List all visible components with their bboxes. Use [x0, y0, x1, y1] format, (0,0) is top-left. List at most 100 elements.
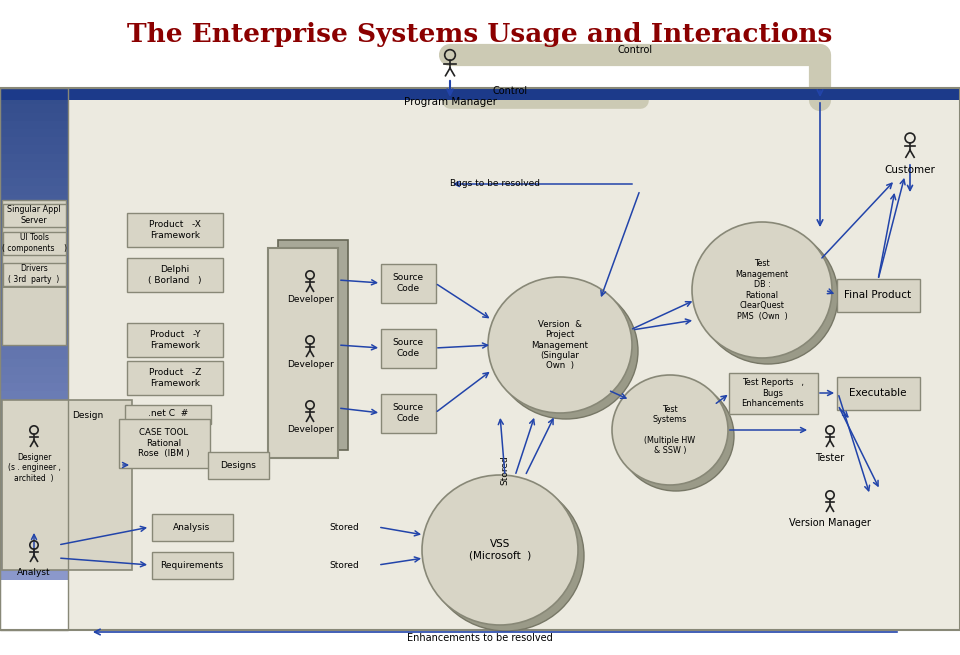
- Text: Developer: Developer: [287, 360, 333, 369]
- Text: Requirements: Requirements: [160, 561, 224, 569]
- Text: Enhancements to be resolved: Enhancements to be resolved: [407, 633, 553, 643]
- Bar: [0, 555, 68, 563]
- Text: Delphi
( Borland   ): Delphi ( Borland ): [148, 265, 202, 285]
- Bar: [0, 88, 960, 630]
- Bar: [0, 400, 68, 408]
- Bar: [0, 572, 68, 580]
- Bar: [0, 481, 68, 490]
- Bar: [0, 269, 68, 276]
- Text: Version  &
Project
Management
(Singular
Own  ): Version & Project Management (Singular O…: [532, 320, 588, 370]
- Ellipse shape: [422, 475, 578, 625]
- Text: Version Manager: Version Manager: [789, 518, 871, 528]
- Bar: [0, 252, 68, 260]
- Bar: [0, 416, 68, 424]
- Bar: [0, 219, 68, 227]
- Bar: [0, 523, 68, 531]
- Bar: [0, 154, 68, 162]
- Text: Developer: Developer: [287, 295, 333, 304]
- Text: Designer
(s . engineer ,
archited  ): Designer (s . engineer , archited ): [8, 453, 60, 483]
- Ellipse shape: [698, 228, 838, 364]
- Bar: [0, 563, 68, 572]
- Bar: [0, 88, 68, 630]
- FancyBboxPatch shape: [3, 231, 65, 255]
- Bar: [0, 474, 68, 481]
- Bar: [0, 383, 68, 392]
- Bar: [0, 285, 68, 293]
- Bar: [0, 350, 68, 358]
- FancyBboxPatch shape: [380, 329, 436, 367]
- Bar: [0, 96, 68, 104]
- Text: UI Tools
( components    ): UI Tools ( components ): [2, 233, 66, 253]
- Bar: [0, 334, 68, 342]
- FancyBboxPatch shape: [127, 258, 223, 292]
- Text: Tester: Tester: [815, 453, 845, 463]
- FancyBboxPatch shape: [268, 248, 338, 458]
- Ellipse shape: [692, 222, 832, 358]
- Text: Final Product: Final Product: [845, 290, 912, 300]
- Bar: [0, 88, 960, 100]
- Bar: [0, 408, 68, 416]
- Bar: [0, 506, 68, 514]
- Text: Singular Appl
Server: Singular Appl Server: [7, 205, 60, 225]
- FancyBboxPatch shape: [380, 263, 436, 303]
- Bar: [0, 547, 68, 555]
- Bar: [0, 318, 68, 326]
- Text: Drivers
( 3rd  party  ): Drivers ( 3rd party ): [9, 265, 60, 284]
- Text: Test
Management
DB :
Rational
ClearQuest
PMS  (Own  ): Test Management DB : Rational ClearQuest…: [735, 259, 788, 320]
- FancyBboxPatch shape: [127, 323, 223, 357]
- Bar: [0, 309, 68, 318]
- Ellipse shape: [428, 481, 584, 631]
- Bar: [0, 326, 68, 334]
- Bar: [0, 260, 68, 269]
- FancyBboxPatch shape: [729, 373, 818, 413]
- Text: CASE TOOL
Rational
Rose  (IBM ): CASE TOOL Rational Rose (IBM ): [138, 428, 190, 458]
- Bar: [0, 498, 68, 506]
- Bar: [0, 236, 68, 244]
- Bar: [0, 457, 68, 465]
- Bar: [0, 129, 68, 137]
- Text: Product   -X
Framework: Product -X Framework: [149, 220, 201, 240]
- Bar: [0, 211, 68, 219]
- Ellipse shape: [612, 375, 728, 485]
- Text: Bugs to be resolved: Bugs to be resolved: [450, 179, 540, 189]
- Bar: [0, 178, 68, 187]
- Bar: [0, 88, 68, 96]
- FancyBboxPatch shape: [207, 451, 269, 479]
- Bar: [0, 137, 68, 145]
- FancyBboxPatch shape: [127, 361, 223, 395]
- Text: Test
Systems

(Multiple HW
& SSW ): Test Systems (Multiple HW & SSW ): [644, 405, 696, 455]
- Bar: [0, 531, 68, 539]
- Text: .net C  #: .net C #: [148, 409, 188, 419]
- FancyBboxPatch shape: [3, 204, 65, 227]
- Text: Design: Design: [72, 411, 104, 419]
- FancyBboxPatch shape: [118, 419, 209, 468]
- Text: Stored: Stored: [500, 455, 510, 485]
- Bar: [0, 170, 68, 178]
- Bar: [0, 424, 68, 432]
- Text: Executable: Executable: [850, 388, 907, 398]
- Bar: [0, 539, 68, 547]
- Bar: [0, 514, 68, 523]
- Bar: [0, 392, 68, 400]
- Text: Customer: Customer: [884, 165, 935, 175]
- Text: Stored: Stored: [329, 561, 359, 569]
- Text: Product   -Y
Framework: Product -Y Framework: [150, 330, 201, 350]
- Text: VSS
(Microsoft  ): VSS (Microsoft ): [468, 539, 531, 561]
- Bar: [0, 375, 68, 383]
- Bar: [0, 490, 68, 498]
- FancyBboxPatch shape: [125, 405, 211, 424]
- Text: Designs: Designs: [220, 460, 256, 470]
- Text: Program Manager: Program Manager: [403, 97, 496, 107]
- Bar: [0, 432, 68, 441]
- Bar: [0, 441, 68, 449]
- Bar: [0, 244, 68, 252]
- Bar: [0, 121, 68, 129]
- FancyBboxPatch shape: [278, 240, 348, 450]
- Bar: [0, 227, 68, 236]
- FancyBboxPatch shape: [836, 278, 920, 312]
- FancyBboxPatch shape: [836, 377, 920, 409]
- Bar: [0, 465, 68, 474]
- Bar: [0, 195, 68, 203]
- Text: Control: Control: [617, 45, 653, 55]
- FancyBboxPatch shape: [152, 552, 232, 578]
